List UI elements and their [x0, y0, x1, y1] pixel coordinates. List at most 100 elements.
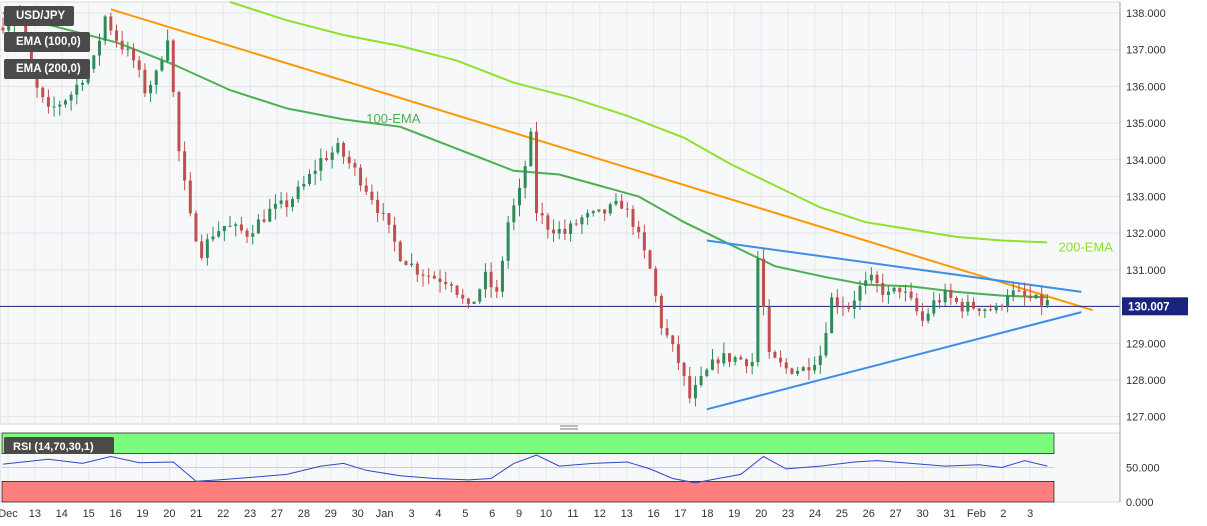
candle-body: [739, 357, 743, 360]
candle-body: [722, 353, 726, 364]
candle-body: [665, 328, 669, 336]
candle-body: [472, 301, 476, 304]
candle-body: [631, 208, 635, 227]
rsi-oversold-band: [1, 480, 1055, 503]
x-tick-label: 19: [728, 508, 740, 520]
candle-body: [915, 298, 919, 312]
candle-body: [313, 170, 317, 175]
candle-body: [858, 285, 862, 301]
candle-body: [932, 300, 936, 314]
candle-body: [353, 163, 357, 168]
y-tick-label: 131.000: [1126, 265, 1166, 277]
candle-body: [943, 289, 947, 303]
candle-body: [449, 284, 453, 286]
candle-body: [909, 291, 913, 299]
candle-body: [200, 241, 204, 258]
candle-body: [478, 289, 482, 302]
candle-body: [540, 213, 544, 216]
candle-body: [80, 82, 84, 85]
candle-body: [682, 362, 686, 377]
rsi-bands: RSI (14,70,30,1): [1, 432, 1055, 503]
candle-body: [455, 285, 459, 295]
candle-body: [194, 213, 198, 242]
x-tick-label: 26: [863, 508, 875, 520]
candle-body: [69, 94, 73, 101]
candle-body: [779, 357, 783, 363]
candle-body: [727, 353, 731, 362]
x-tick-label: 14: [56, 508, 68, 520]
candle-body: [364, 185, 368, 192]
candle-body: [898, 287, 902, 293]
x-tick-label: 29: [325, 508, 337, 520]
candle-body: [659, 295, 663, 329]
candle-body: [279, 200, 283, 204]
current-price-tag: [1122, 297, 1188, 316]
candle-body: [495, 287, 499, 292]
triangle-lower-line: [706, 311, 1082, 411]
candle-body: [120, 40, 124, 50]
candle-body: [835, 297, 839, 306]
y-tick-label: 138.000: [1126, 8, 1166, 20]
x-tick-label: 15: [83, 508, 95, 520]
rsi-label: RSI (14,70,30,1): [13, 441, 94, 453]
candle-body: [132, 48, 136, 61]
candle-body: [960, 301, 964, 312]
candle-body: [103, 16, 107, 41]
x-tick-label: 23: [244, 508, 256, 520]
x-tick-label: 9: [516, 508, 522, 520]
candle-body: [523, 166, 527, 188]
candle-body: [183, 151, 187, 181]
ema-200-legend[interactable]: EMA (200,0): [4, 59, 90, 79]
candle-body: [41, 87, 45, 98]
candle-body: [63, 100, 67, 105]
candle-body: [852, 300, 856, 309]
ema200-annotation: 200-EMA: [1059, 240, 1114, 255]
x-tick-label: 30: [352, 508, 364, 520]
candle-body: [654, 268, 658, 296]
candle-body: [35, 76, 39, 88]
candle-body: [234, 224, 238, 226]
candle-body: [126, 48, 130, 50]
candle-body: [239, 224, 243, 231]
candle-body: [7, 24, 11, 31]
x-tick-label: 16: [109, 508, 121, 520]
candle-body: [1045, 300, 1049, 306]
candle-body: [421, 274, 425, 276]
candle-body: [307, 174, 311, 184]
symbol-label: USD/JPY: [4, 6, 75, 26]
ema-100-legend[interactable]: EMA (100,0): [4, 32, 90, 52]
current-price-label: 130.007: [1128, 301, 1170, 313]
x-tick-label: 27: [271, 508, 283, 520]
candle-body: [273, 203, 277, 209]
candle-body: [160, 60, 164, 71]
x-tick-label: Feb: [967, 508, 986, 520]
candle-body: [205, 239, 209, 258]
candle-body: [881, 283, 885, 296]
x-tick-label: 5: [462, 508, 468, 520]
rsi-line: [2, 454, 1048, 484]
chart-grid: [0, 1, 1121, 503]
candle-body: [444, 281, 448, 285]
candle-body: [762, 258, 766, 307]
candle-body: [1011, 290, 1015, 296]
candle-body: [52, 106, 56, 108]
candle-body: [569, 223, 573, 234]
candle-body: [154, 70, 158, 85]
x-tick-label: 3: [408, 508, 414, 520]
candle-body: [410, 263, 414, 266]
candle-body: [1023, 290, 1027, 296]
x-tick-label: 24: [809, 508, 821, 520]
candle-body: [500, 260, 504, 292]
candle-body: [688, 376, 692, 399]
candle-body: [977, 308, 981, 312]
candle-body: [166, 40, 170, 61]
candle-body: [637, 226, 641, 233]
candle-body: [574, 223, 578, 225]
candle-body: [1034, 294, 1038, 299]
candle-body: [620, 200, 624, 209]
candle-body: [983, 309, 987, 312]
candle-body: [342, 143, 346, 157]
candle-body: [818, 355, 822, 366]
candle-body: [989, 309, 993, 311]
